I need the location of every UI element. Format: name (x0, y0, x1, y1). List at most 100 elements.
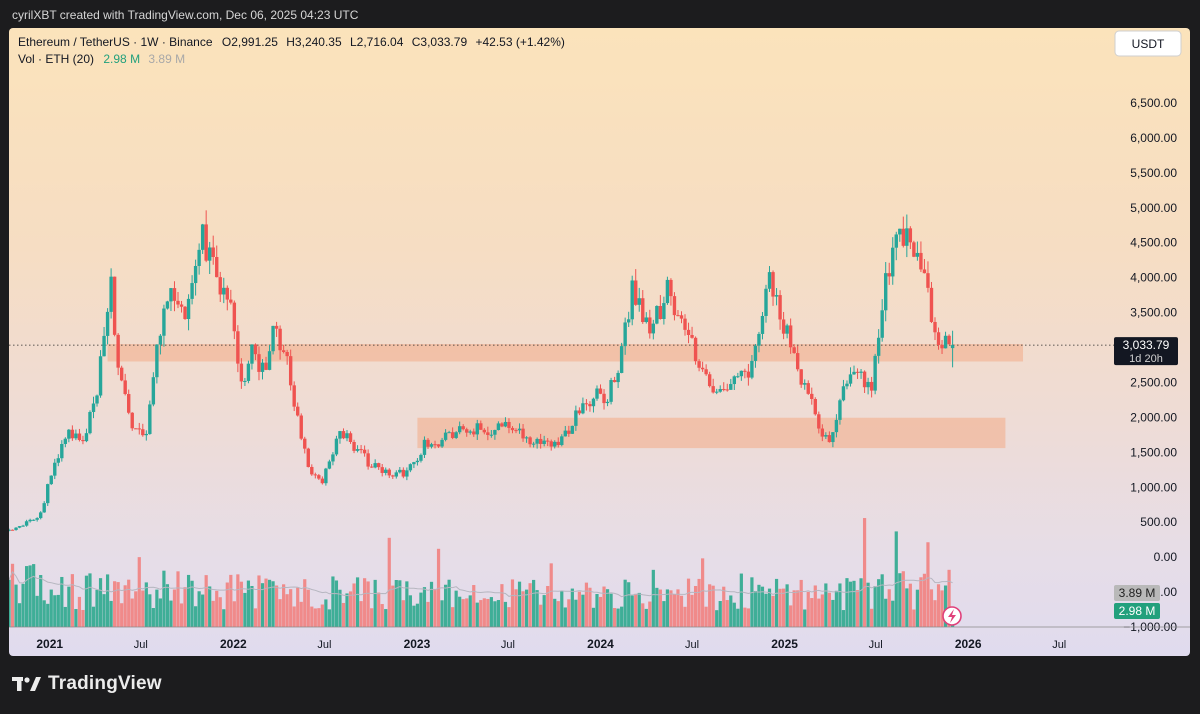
volume-bar (109, 600, 113, 627)
tradingview-logo-icon (12, 677, 41, 691)
volume-bar (264, 578, 268, 627)
volume-bar (774, 578, 779, 627)
volume-bar (926, 542, 930, 627)
candle (771, 270, 775, 306)
x-axis: 2021 Jul 2022 Jul 2023 Jul 2024 Jul 2025 Jul 2026 J… (36, 637, 1066, 651)
volume-bar (546, 586, 550, 627)
candle (472, 428, 476, 437)
volume-bar (105, 574, 110, 627)
volume-bar (102, 594, 106, 627)
candle (644, 312, 648, 324)
candle (725, 383, 729, 392)
y-tick-label: 6,000.00 (1130, 131, 1177, 145)
volume-bar (63, 606, 67, 627)
candle (49, 475, 53, 486)
candle (443, 429, 448, 442)
candle (67, 429, 71, 443)
volume-bar (179, 603, 184, 627)
candle (352, 439, 356, 454)
volume-bar (908, 583, 912, 627)
candle (743, 368, 747, 379)
volume-bar (560, 590, 564, 627)
volume-bar (46, 603, 50, 627)
chart-frame[interactable]: Ethereum / TetherUS · 1W · Binance O2,99… (9, 28, 1190, 656)
volume-ma-line (9, 570, 953, 598)
candle (408, 463, 413, 473)
volume-bar (373, 579, 377, 627)
volume-bar (77, 596, 82, 627)
candle (359, 444, 363, 454)
volume-bar (567, 599, 571, 627)
candle (225, 285, 229, 311)
candle (447, 430, 451, 434)
volume-bar (443, 584, 448, 627)
volume-bar (898, 573, 902, 627)
candle (211, 235, 215, 265)
candle (218, 271, 222, 302)
volume-bar (496, 600, 501, 627)
volume-bar (778, 588, 782, 627)
candle (655, 305, 659, 325)
candle (151, 372, 156, 407)
y-tick-label: 500.00 (1140, 515, 1177, 529)
volume-bar (855, 590, 860, 627)
candle (190, 275, 194, 305)
volume-bar (377, 592, 381, 627)
candle (662, 296, 666, 325)
candle (792, 344, 796, 354)
candle (405, 467, 409, 481)
candle (711, 378, 715, 394)
legend-high: H3,240.35 (286, 35, 342, 49)
candle (56, 454, 60, 467)
candle (465, 427, 469, 437)
candle (310, 464, 314, 476)
volume-bar (623, 579, 627, 627)
volume-bar (116, 582, 120, 627)
volume-bar (803, 609, 807, 627)
volume-bar (686, 578, 691, 627)
volume-bar (320, 604, 324, 627)
candle (461, 424, 465, 431)
volume-bar (831, 599, 835, 627)
volume-bar (123, 585, 127, 627)
candle (852, 365, 856, 375)
volume-bar (282, 584, 286, 627)
x-tick-label: 2022 (220, 637, 247, 651)
volume-bar (940, 590, 944, 627)
volume-bar (848, 581, 853, 627)
candle (440, 437, 444, 448)
volume-bar (500, 584, 504, 627)
candle (454, 431, 458, 440)
candle (588, 401, 592, 412)
volume-bar (246, 580, 251, 627)
candle (384, 467, 388, 476)
candle (841, 379, 846, 402)
currency-button[interactable]: USDT (1114, 30, 1182, 57)
volume-bar (711, 585, 715, 627)
volume-bar (39, 575, 43, 627)
volume-bar (665, 589, 670, 627)
volume-bar (535, 590, 539, 627)
volume-bar (74, 609, 78, 627)
candle (634, 269, 638, 306)
candle (908, 226, 913, 250)
volume-bar (651, 569, 655, 627)
candle (788, 318, 793, 354)
volume-bar (637, 592, 641, 627)
lightning-icon[interactable] (942, 606, 962, 626)
volume-bar (722, 586, 726, 627)
candle (398, 467, 402, 474)
candle (686, 322, 691, 344)
candle (348, 431, 353, 444)
candle (707, 371, 712, 388)
candle (626, 311, 631, 327)
candle (595, 385, 599, 401)
candles-layer (9, 210, 955, 532)
legend-open: O2,991.25 (222, 35, 278, 49)
candlestick-chart[interactable]: Ethereum / TetherUS · 1W · Binance O2,99… (9, 28, 1190, 656)
candle (528, 436, 532, 448)
volume-bar (296, 587, 300, 627)
y-tick-label: 4,500.00 (1130, 236, 1177, 250)
volume-bar (426, 601, 430, 627)
candle (549, 439, 553, 451)
